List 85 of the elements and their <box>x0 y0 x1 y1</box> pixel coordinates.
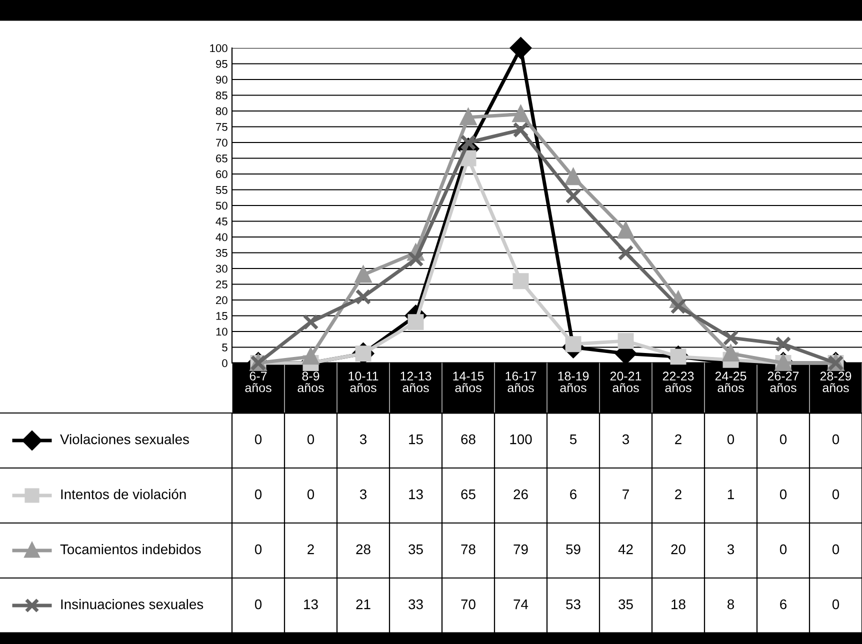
data-label: 0 <box>254 434 262 444</box>
data-label: 2 <box>308 544 314 554</box>
data-label: 0 <box>832 434 840 444</box>
data-label: 0 <box>254 544 262 554</box>
x-tick-label: 14-15 años <box>453 372 484 392</box>
data-label: 68 <box>461 434 476 444</box>
data-label: 21 <box>356 599 370 610</box>
x-tick-label: 8-9 años <box>298 372 324 392</box>
data-label: 33 <box>408 599 423 610</box>
y-tick-label: 25 <box>216 280 228 288</box>
y-tick-label: 55 <box>216 186 228 194</box>
y-tick-label: 60 <box>216 170 228 178</box>
data-label: 3 <box>360 434 366 444</box>
y-tick-label: 100 <box>210 44 228 52</box>
data-label: 0 <box>780 489 787 500</box>
x-tick-label: 18-19 años <box>558 372 589 392</box>
data-label: 65 <box>461 489 476 500</box>
data-label: 0 <box>832 489 840 500</box>
x-tick-label: 24-25 años <box>715 372 746 392</box>
legend-label: Insinuaciones sexuales <box>61 599 204 610</box>
x-tick-label: 20-21 años <box>610 372 642 392</box>
y-tick-label: 70 <box>216 138 228 147</box>
data-label: 78 <box>461 544 476 554</box>
data-label: 2 <box>675 434 682 444</box>
x-tick-label: 26-27 años <box>768 372 799 392</box>
data-label: 74 <box>514 600 528 610</box>
y-tick-label: 90 <box>216 76 228 84</box>
legend-label: Tocamientos indebidos <box>60 544 201 554</box>
data-label: 7 <box>622 490 629 500</box>
data-label: 0 <box>254 599 262 610</box>
x-tick-label: 16-17 años <box>506 372 536 392</box>
y-tick-label: 45 <box>216 218 228 226</box>
data-label: 26 <box>514 489 528 500</box>
data-label: 3 <box>622 434 629 444</box>
data-label: 0 <box>832 544 840 554</box>
data-label: 6 <box>780 599 786 610</box>
data-label: 70 <box>461 599 476 610</box>
y-tick-label: 50 <box>216 202 228 210</box>
data-label: 42 <box>618 544 633 554</box>
data-label: 13 <box>304 599 318 610</box>
y-tick-label: 80 <box>216 107 228 116</box>
data-label: 0 <box>780 434 787 444</box>
data-label: 35 <box>408 544 423 554</box>
data-label: 35 <box>618 599 633 610</box>
data-label: 5 <box>570 434 577 444</box>
data-label: 1 <box>728 490 734 500</box>
data-label: 59 <box>566 544 580 554</box>
data-label: 100 <box>510 434 532 444</box>
y-tick-label: 40 <box>216 233 228 242</box>
data-label: 0 <box>307 434 314 444</box>
x-tick-label: 6-7 años <box>245 372 272 392</box>
data-label: 2 <box>675 489 682 500</box>
y-tick-label: 15 <box>216 312 228 320</box>
data-label: 3 <box>360 489 366 500</box>
x-tick-label: 12-13 años <box>400 372 432 392</box>
data-label: 0 <box>307 489 314 500</box>
data-label: 79 <box>514 544 528 554</box>
data-label: 0 <box>832 599 840 610</box>
y-tick-label: 10 <box>216 328 228 336</box>
y-tick-label: 0 <box>222 359 228 368</box>
data-label: 18 <box>672 599 686 610</box>
y-tick-label: 65 <box>216 154 228 162</box>
data-label: 0 <box>780 544 787 554</box>
legend-label: Violaciones sexuales <box>60 434 189 444</box>
data-label: 3 <box>727 544 734 554</box>
y-tick-label: 85 <box>216 92 228 100</box>
y-tick-label: 75 <box>216 123 228 131</box>
x-tick-label: 28-29 años <box>820 372 852 392</box>
x-tick-label: 22-23 años <box>662 372 694 392</box>
data-label: 28 <box>356 544 370 554</box>
x-tick-label: 10-11 años <box>348 372 378 392</box>
data-label: 20 <box>671 544 686 554</box>
data-label: 53 <box>566 599 580 610</box>
y-tick-label: 5 <box>222 344 228 352</box>
y-tick-label: 35 <box>216 249 228 257</box>
data-label: 0 <box>254 489 262 500</box>
data-label: 0 <box>727 434 734 444</box>
data-label: 8 <box>727 599 734 610</box>
legend-label: Intentos de violación <box>61 488 186 500</box>
y-tick-label: 20 <box>216 296 228 304</box>
data-label: 15 <box>409 434 423 444</box>
data-label: 6 <box>570 489 576 500</box>
y-tick-label: 95 <box>216 60 228 68</box>
data-label: 13 <box>409 489 423 500</box>
y-tick-label: 30 <box>216 264 228 273</box>
